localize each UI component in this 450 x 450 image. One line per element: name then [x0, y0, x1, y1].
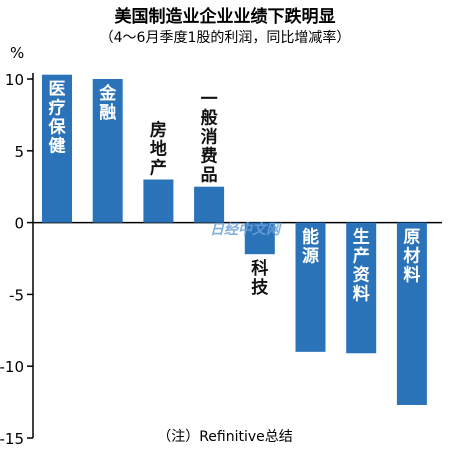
y-tick-label: -5: [9, 286, 24, 304]
bar: [346, 222, 377, 354]
chart-subtitle: （4～6月季度1股的利润，同比增减率）: [100, 29, 351, 46]
category-label: 医疗保健: [48, 80, 67, 157]
category-label: 生产资料: [353, 227, 370, 305]
bar: [143, 179, 174, 223]
category-label: 金融: [98, 83, 117, 123]
category-label: 原材料: [403, 228, 420, 286]
watermark-logo: 日经中文网: [210, 221, 282, 238]
bar: [194, 186, 225, 223]
category-label: 能源: [302, 227, 319, 267]
y-axis-unit: %: [10, 44, 24, 62]
y-tick-label: 10: [5, 71, 24, 89]
bar: [295, 222, 326, 352]
category-label: 房地产: [150, 120, 167, 179]
bar: [396, 222, 427, 405]
bar-series: [42, 74, 427, 405]
source-note: （注）Refinitive总结: [157, 429, 293, 445]
category-label: 一般消费品: [201, 90, 218, 186]
y-tick-label: -15: [0, 430, 24, 448]
bar: [244, 222, 275, 255]
bar: [92, 79, 123, 223]
chart-title: 美国制造业企业业绩下跌明显: [115, 6, 336, 27]
category-label: 科技: [251, 258, 269, 298]
y-axis: 10 5 0 -5 -10 -15: [0, 71, 442, 448]
y-tick-label: 0: [14, 215, 24, 233]
y-tick-label: -10: [0, 358, 24, 376]
y-tick-label: 5: [14, 143, 24, 161]
bar: [42, 74, 72, 223]
